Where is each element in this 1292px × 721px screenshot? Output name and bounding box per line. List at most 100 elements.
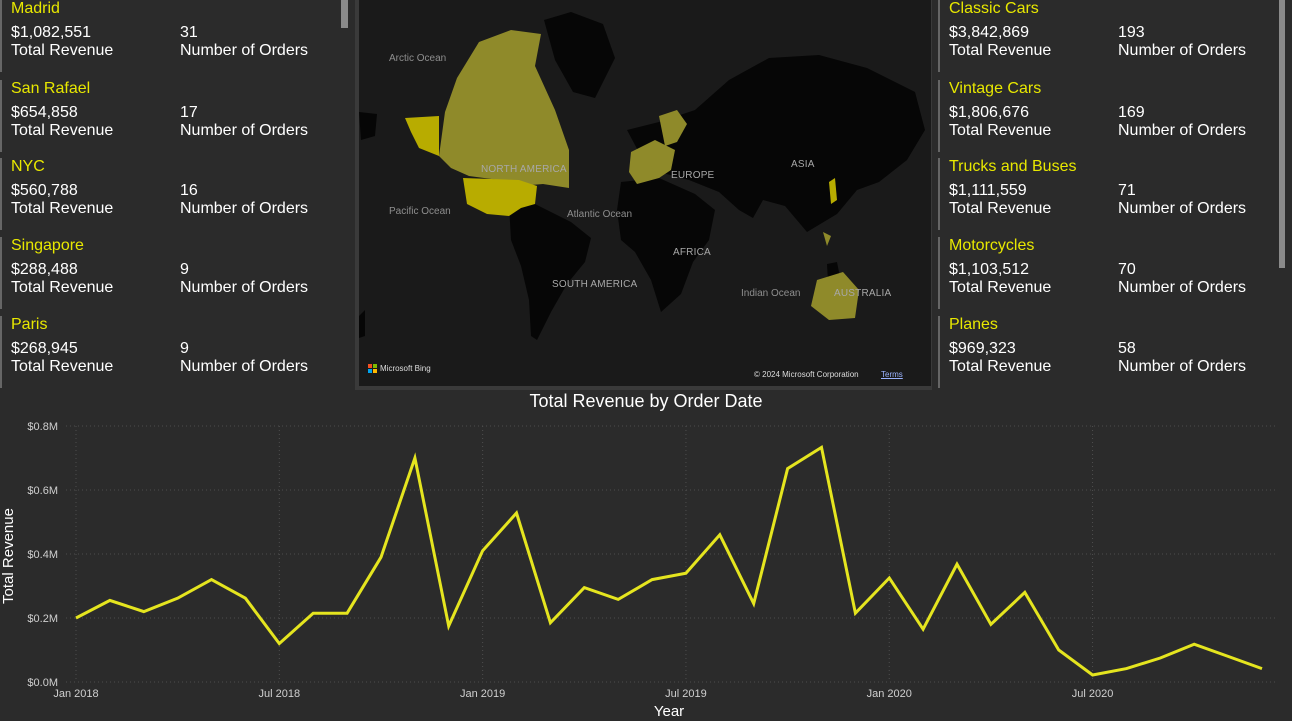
total-revenue-label: Total Revenue — [949, 42, 1052, 59]
total-revenue-label: Total Revenue — [949, 200, 1052, 217]
product-name: Planes — [949, 316, 998, 333]
ocean-label-atlantic: Atlantic Ocean — [567, 209, 633, 220]
order-count-value: 17 — [180, 104, 198, 121]
y-tick-label: $0.6M — [27, 485, 58, 497]
total-revenue-label: Total Revenue — [949, 122, 1052, 139]
card-divider — [938, 0, 940, 72]
card-divider — [0, 158, 2, 230]
ocean-label-pacific: Pacific Ocean — [389, 206, 451, 217]
order-count-label: Number of Orders — [180, 200, 309, 217]
continent-label-europe: EUROPE — [671, 170, 715, 181]
city-name: NYC — [11, 158, 45, 175]
product-name: Classic Cars — [949, 0, 1039, 17]
y-axis-title: Total Revenue — [0, 508, 17, 604]
total-revenue-value: $268,945 — [11, 340, 78, 357]
x-tick-label: Jan 2019 — [460, 688, 505, 700]
city-cards-panel[interactable]: Madrid $1,082,551 Total Revenue 31 Numbe… — [0, 0, 352, 390]
order-count-value: 31 — [180, 24, 198, 41]
order-count-value: 58 — [1118, 340, 1136, 357]
product-name: Motorcycles — [949, 237, 1035, 254]
card-divider — [938, 316, 940, 388]
scrollbar-thumb[interactable] — [341, 0, 348, 28]
continent-label-asia: ASIA — [791, 159, 815, 170]
ocean-label-indian: Indian Ocean — [741, 288, 801, 299]
total-revenue-label: Total Revenue — [11, 200, 114, 217]
order-count-label: Number of Orders — [180, 358, 309, 375]
product-name: Vintage Cars — [949, 80, 1042, 97]
map-svg — [359, 12, 925, 340]
product-name: Trucks and Buses — [949, 158, 1077, 175]
card-divider — [0, 237, 2, 309]
total-revenue-label: Total Revenue — [11, 279, 114, 296]
order-count-label: Number of Orders — [180, 42, 309, 59]
order-count-label: Number of Orders — [1118, 279, 1247, 296]
total-revenue-label: Total Revenue — [11, 42, 114, 59]
map-copyright: © 2024 Microsoft Corporation — [754, 370, 859, 379]
order-count-value: 16 — [180, 182, 198, 199]
total-revenue-label: Total Revenue — [949, 358, 1052, 375]
total-revenue-value: $1,111,559 — [949, 182, 1027, 199]
total-revenue-value: $969,323 — [949, 340, 1016, 357]
order-count-label: Number of Orders — [1118, 358, 1247, 375]
map-provider: Microsoft Bing — [380, 364, 431, 373]
x-tick-label: Jan 2018 — [53, 688, 98, 700]
continent-label-australia: AUSTRALIA — [834, 288, 892, 299]
city-name: San Rafael — [11, 80, 91, 97]
city-name: Paris — [11, 316, 48, 333]
y-tick-label: $0.2M — [27, 613, 58, 625]
product-card[interactable]: Vintage Cars $1,806,676 Total Revenue 16… — [938, 80, 1278, 154]
total-revenue-value: $1,103,512 — [949, 261, 1030, 278]
order-count-label: Number of Orders — [1118, 42, 1247, 59]
card-divider — [0, 0, 2, 72]
order-count-value: 70 — [1118, 261, 1136, 278]
world-map[interactable]: Arctic Ocean Pacific Ocean Atlantic Ocea… — [355, 0, 932, 390]
product-card[interactable]: Motorcycles $1,103,512 Total Revenue 70 … — [938, 237, 1278, 311]
total-revenue-value: $3,842,869 — [949, 24, 1030, 41]
total-revenue-label: Total Revenue — [11, 358, 114, 375]
total-revenue-value: $288,488 — [11, 261, 78, 278]
total-revenue-value: $654,858 — [11, 104, 78, 121]
total-revenue-value: $1,082,551 — [11, 24, 92, 41]
product-card[interactable]: Classic Cars $3,842,869 Total Revenue 19… — [938, 0, 1278, 74]
card-divider — [938, 80, 940, 152]
city-card[interactable]: NYC $560,788 Total Revenue 16 Number of … — [0, 158, 340, 232]
map-canvas[interactable]: Arctic Ocean Pacific Ocean Atlantic Ocea… — [359, 0, 931, 386]
y-tick-label: $0.4M — [27, 549, 58, 561]
land-unselected — [359, 12, 925, 340]
x-tick-label: Jul 2019 — [665, 688, 707, 700]
land-strong-highlight — [405, 116, 837, 216]
ocean-label-arctic: Arctic Ocean — [389, 53, 447, 64]
city-card[interactable]: San Rafael $654,858 Total Revenue 17 Num… — [0, 80, 340, 154]
city-card[interactable]: Paris $268,945 Total Revenue 9 Number of… — [0, 316, 340, 390]
product-cards-panel[interactable]: Classic Cars $3,842,869 Total Revenue 19… — [938, 0, 1292, 390]
revenue-line-chart[interactable]: $0.0M $0.2M $0.4M $0.6M $0.8M Jan 2018 Jul 201… — [0, 410, 1292, 721]
x-tick-label: Jul 2018 — [259, 688, 301, 700]
order-count-label: Number of Orders — [180, 279, 309, 296]
order-count-value: 71 — [1118, 182, 1136, 199]
chart-title: Total Revenue by Order Date — [529, 391, 763, 411]
order-count-value: 169 — [1118, 104, 1145, 121]
city-name: Singapore — [11, 237, 84, 254]
card-divider — [938, 237, 940, 309]
order-count-value: 9 — [180, 261, 189, 278]
total-revenue-label: Total Revenue — [949, 279, 1052, 296]
x-tick-label: Jul 2020 — [1072, 688, 1114, 700]
city-name: Madrid — [11, 0, 60, 17]
map-terms-link[interactable]: Terms — [881, 370, 903, 379]
order-count-label: Number of Orders — [1118, 122, 1247, 139]
total-revenue-value: $560,788 — [11, 182, 78, 199]
card-divider — [0, 316, 2, 388]
total-revenue-value: $1,806,676 — [949, 104, 1030, 121]
city-card[interactable]: Madrid $1,082,551 Total Revenue 31 Numbe… — [0, 0, 340, 74]
bing-logo: Microsoft Bing — [368, 364, 431, 373]
revenue-series-line — [75, 444, 1263, 677]
product-card[interactable]: Planes $969,323 Total Revenue 58 Number … — [938, 316, 1278, 390]
city-card[interactable]: Singapore $288,488 Total Revenue 9 Numbe… — [0, 237, 340, 311]
scrollbar-thumb[interactable] — [1279, 0, 1285, 268]
card-divider — [0, 80, 2, 152]
microsoft-logo-icon — [368, 364, 377, 373]
product-card[interactable]: Trucks and Buses $1,111,559 Total Revenu… — [938, 158, 1278, 232]
order-count-value: 9 — [180, 340, 189, 357]
total-revenue-label: Total Revenue — [11, 122, 114, 139]
x-axis-title: Year — [654, 703, 684, 720]
